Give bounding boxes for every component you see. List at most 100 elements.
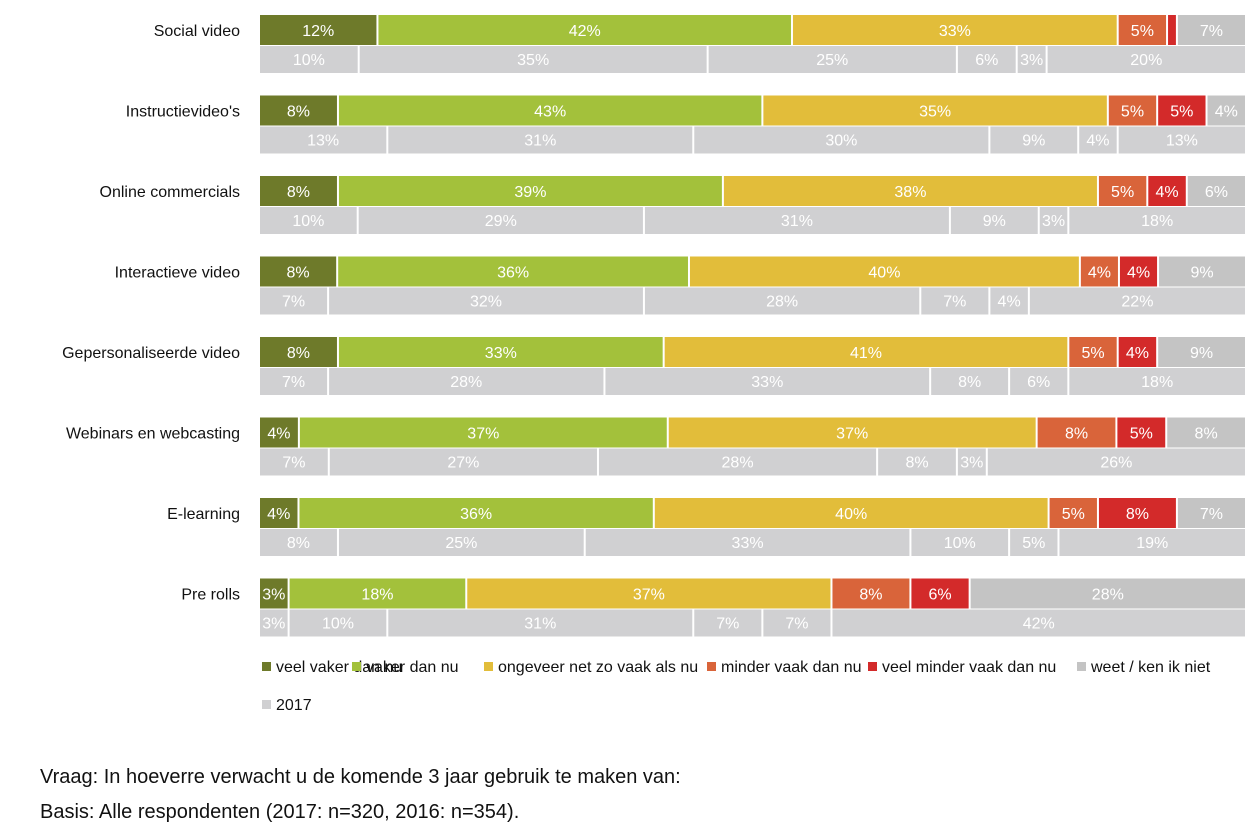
bar-label-online-commercials-minder-vaak-dan-nu: 5% — [1111, 184, 1134, 201]
comparison-segment-webinars-en-webcasting-1 — [260, 448, 328, 476]
comparison-segment-online-commercials-3 — [644, 207, 949, 234]
bar-label-webinars-en-webcasting-veel-vaker-dan-nu: 4% — [267, 426, 290, 443]
bar-segment-interactieve-video-veel-vaker-dan-nu — [260, 256, 337, 287]
comparison-segment-instructievideo-s-2 — [388, 126, 693, 154]
comparison-segment-gepersonaliseerde-video-2 — [329, 368, 604, 395]
comparison-label-social-video-3: 25% — [816, 52, 848, 69]
bar-label-pre-rolls-ongeveer-net-zo-vaak-als-nu: 37% — [633, 587, 665, 604]
comparison-segment-social-video-1 — [260, 46, 358, 73]
bar-segment-instructievideo-s-ongeveer-net-zo-vaak-als-nu — [763, 95, 1107, 126]
bar-label-e-learning-ongeveer-net-zo-vaak-als-nu: 40% — [835, 506, 867, 523]
chart-footer: Vraag: In hoeverre verwacht u de komende… — [40, 760, 681, 830]
comparison-segment-e-learning-3 — [585, 529, 910, 556]
comparison-segment-gepersonaliseerde-video-4 — [931, 368, 1009, 395]
bar-label-e-learning-veel-minder-vaak-dan-nu: 8% — [1126, 506, 1149, 523]
comparison-segment-e-learning-2 — [338, 529, 584, 556]
comparison-segment-instructievideo-s-6 — [1118, 126, 1245, 154]
category-label-e-learning: E-learning — [167, 506, 240, 523]
bar-segment-webinars-en-webcasting-ongeveer-net-zo-vaak-als-nu — [668, 417, 1036, 448]
comparison-label-online-commercials-1: 10% — [292, 213, 324, 230]
bar-segment-interactieve-video-veel-minder-vaak-dan-nu — [1119, 256, 1158, 287]
bar-segment-pre-rolls-veel-minder-vaak-dan-nu — [911, 578, 969, 609]
comparison-segment-interactieve-video-3 — [644, 287, 920, 315]
legend-label-veel-vaker-dan-nu: veel vaker dan nu — [276, 659, 402, 676]
bar-label-online-commercials-vaker-dan-nu: 39% — [514, 184, 546, 201]
bar-label-interactieve-video-veel-minder-vaak-dan-nu: 4% — [1127, 265, 1150, 282]
bar-segment-interactieve-video-minder-vaak-dan-nu — [1080, 256, 1118, 287]
bar-label-social-video-ongeveer-net-zo-vaak-als-nu: 33% — [939, 23, 971, 40]
question-text: Vraag: In hoeverre verwacht u de komende… — [40, 766, 681, 788]
comparison-segment-social-video-6 — [1047, 46, 1245, 73]
bar-segment-social-video-veel-vaker-dan-nu — [260, 15, 377, 45]
bar-segment-gepersonaliseerde-video-ongeveer-net-zo-vaak-als-nu — [664, 337, 1068, 367]
comparison-segment-gepersonaliseerde-video-3 — [605, 368, 930, 395]
comparison-segment-webinars-en-webcasting-3 — [598, 448, 877, 476]
comparison-label-gepersonaliseerde-video-1: 7% — [282, 374, 305, 391]
bar-label-gepersonaliseerde-video-ongeveer-net-zo-vaak-als-nu: 41% — [850, 345, 882, 362]
bar-segment-social-video-ongeveer-net-zo-vaak-als-nu — [792, 15, 1117, 45]
bar-label-e-learning-vaker-dan-nu: 36% — [460, 506, 492, 523]
comparison-segment-gepersonaliseerde-video-5 — [1010, 368, 1068, 395]
legend-label-2017: 2017 — [276, 697, 312, 714]
bar-segment-pre-rolls-veel-vaker-dan-nu — [260, 578, 288, 609]
comparison-label-instructievideo-s-5: 4% — [1086, 133, 1109, 150]
comparison-label-pre-rolls-5: 7% — [785, 616, 808, 633]
bar-label-online-commercials-veel-minder-vaak-dan-nu: 4% — [1155, 184, 1178, 201]
comparison-label-social-video-6: 20% — [1130, 52, 1162, 69]
bar-label-online-commercials-ongeveer-net-zo-vaak-als-nu: 38% — [894, 184, 926, 201]
bar-segment-pre-rolls-ongeveer-net-zo-vaak-als-nu — [467, 578, 831, 609]
category-label-online-commercials: Online commercials — [100, 184, 240, 201]
comparison-label-e-learning-4: 10% — [944, 535, 976, 552]
bar-label-interactieve-video-vaker-dan-nu: 36% — [497, 265, 529, 282]
bar-segment-interactieve-video-weet-ken-ik-niet — [1159, 256, 1245, 287]
comparison-label-online-commercials-2: 29% — [485, 213, 517, 230]
comparison-segment-online-commercials-4 — [950, 207, 1038, 234]
bar-segment-online-commercials-vaker-dan-nu — [338, 176, 722, 206]
comparison-segment-online-commercials-2 — [358, 207, 643, 234]
bar-segment-pre-rolls-minder-vaak-dan-nu — [832, 578, 910, 609]
bar-segment-online-commercials-veel-vaker-dan-nu — [260, 176, 337, 206]
bar-label-interactieve-video-weet-ken-ik-niet: 9% — [1190, 265, 1213, 282]
comparison-label-e-learning-3: 33% — [732, 535, 764, 552]
bar-label-pre-rolls-minder-vaak-dan-nu: 8% — [859, 587, 882, 604]
bar-segment-online-commercials-weet-ken-ik-niet — [1187, 176, 1245, 206]
legend-label-ongeveer-net-zo-vaak-als-nu: ongeveer net zo vaak als nu — [498, 659, 698, 676]
legend-swatch-minder-vaak-dan-nu — [707, 662, 716, 671]
comparison-segment-webinars-en-webcasting-6 — [987, 448, 1245, 476]
comparison-label-social-video-4: 6% — [975, 52, 998, 69]
comparison-label-instructievideo-s-3: 30% — [825, 133, 857, 150]
category-label-social-video: Social video — [154, 23, 240, 40]
comparison-label-webinars-en-webcasting-4: 8% — [905, 455, 928, 472]
comparison-segment-pre-rolls-1 — [260, 609, 288, 637]
comparison-segment-webinars-en-webcasting-2 — [329, 448, 597, 476]
comparison-label-webinars-en-webcasting-5: 3% — [960, 455, 983, 472]
bar-segment-e-learning-minder-vaak-dan-nu — [1049, 498, 1097, 528]
comparison-label-gepersonaliseerde-video-4: 8% — [958, 374, 981, 391]
bar-label-pre-rolls-weet-ken-ik-niet: 28% — [1092, 587, 1124, 604]
bar-segment-instructievideo-s-minder-vaak-dan-nu — [1108, 95, 1157, 126]
bar-segment-online-commercials-ongeveer-net-zo-vaak-als-nu — [723, 176, 1097, 206]
comparison-segment-interactieve-video-2 — [329, 287, 643, 315]
comparison-segment-online-commercials-6 — [1069, 207, 1245, 234]
bar-label-e-learning-veel-vaker-dan-nu: 4% — [267, 506, 290, 523]
bar-label-pre-rolls-veel-minder-vaak-dan-nu: 6% — [928, 587, 951, 604]
bar-label-instructievideo-s-veel-minder-vaak-dan-nu: 5% — [1170, 104, 1193, 121]
comparison-label-interactieve-video-4: 7% — [943, 294, 966, 311]
comparison-label-e-learning-2: 25% — [445, 535, 477, 552]
legend-swatch-veel-vaker-dan-nu — [262, 662, 271, 671]
comparison-label-pre-rolls-3: 31% — [524, 616, 556, 633]
comparison-label-pre-rolls-1: 3% — [262, 616, 285, 633]
bar-label-social-video-weet-ken-ik-niet: 7% — [1200, 23, 1223, 40]
bar-segment-e-learning-veel-minder-vaak-dan-nu — [1098, 498, 1176, 528]
bar-segment-webinars-en-webcasting-weet-ken-ik-niet — [1167, 417, 1245, 448]
bar-label-gepersonaliseerde-video-vaker-dan-nu: 33% — [485, 345, 517, 362]
comparison-label-e-learning-5: 5% — [1022, 535, 1045, 552]
comparison-label-online-commercials-4: 9% — [983, 213, 1006, 230]
comparison-label-gepersonaliseerde-video-3: 33% — [751, 374, 783, 391]
bar-label-e-learning-minder-vaak-dan-nu: 5% — [1062, 506, 1085, 523]
comparison-label-instructievideo-s-4: 9% — [1022, 133, 1045, 150]
bar-label-webinars-en-webcasting-minder-vaak-dan-nu: 8% — [1065, 426, 1088, 443]
category-label-interactieve-video: Interactieve video — [115, 265, 241, 282]
category-label-gepersonaliseerde-video: Gepersonaliseerde video — [62, 345, 240, 362]
legend-label-vaker-dan-nu: vaker dan nu — [366, 659, 459, 676]
